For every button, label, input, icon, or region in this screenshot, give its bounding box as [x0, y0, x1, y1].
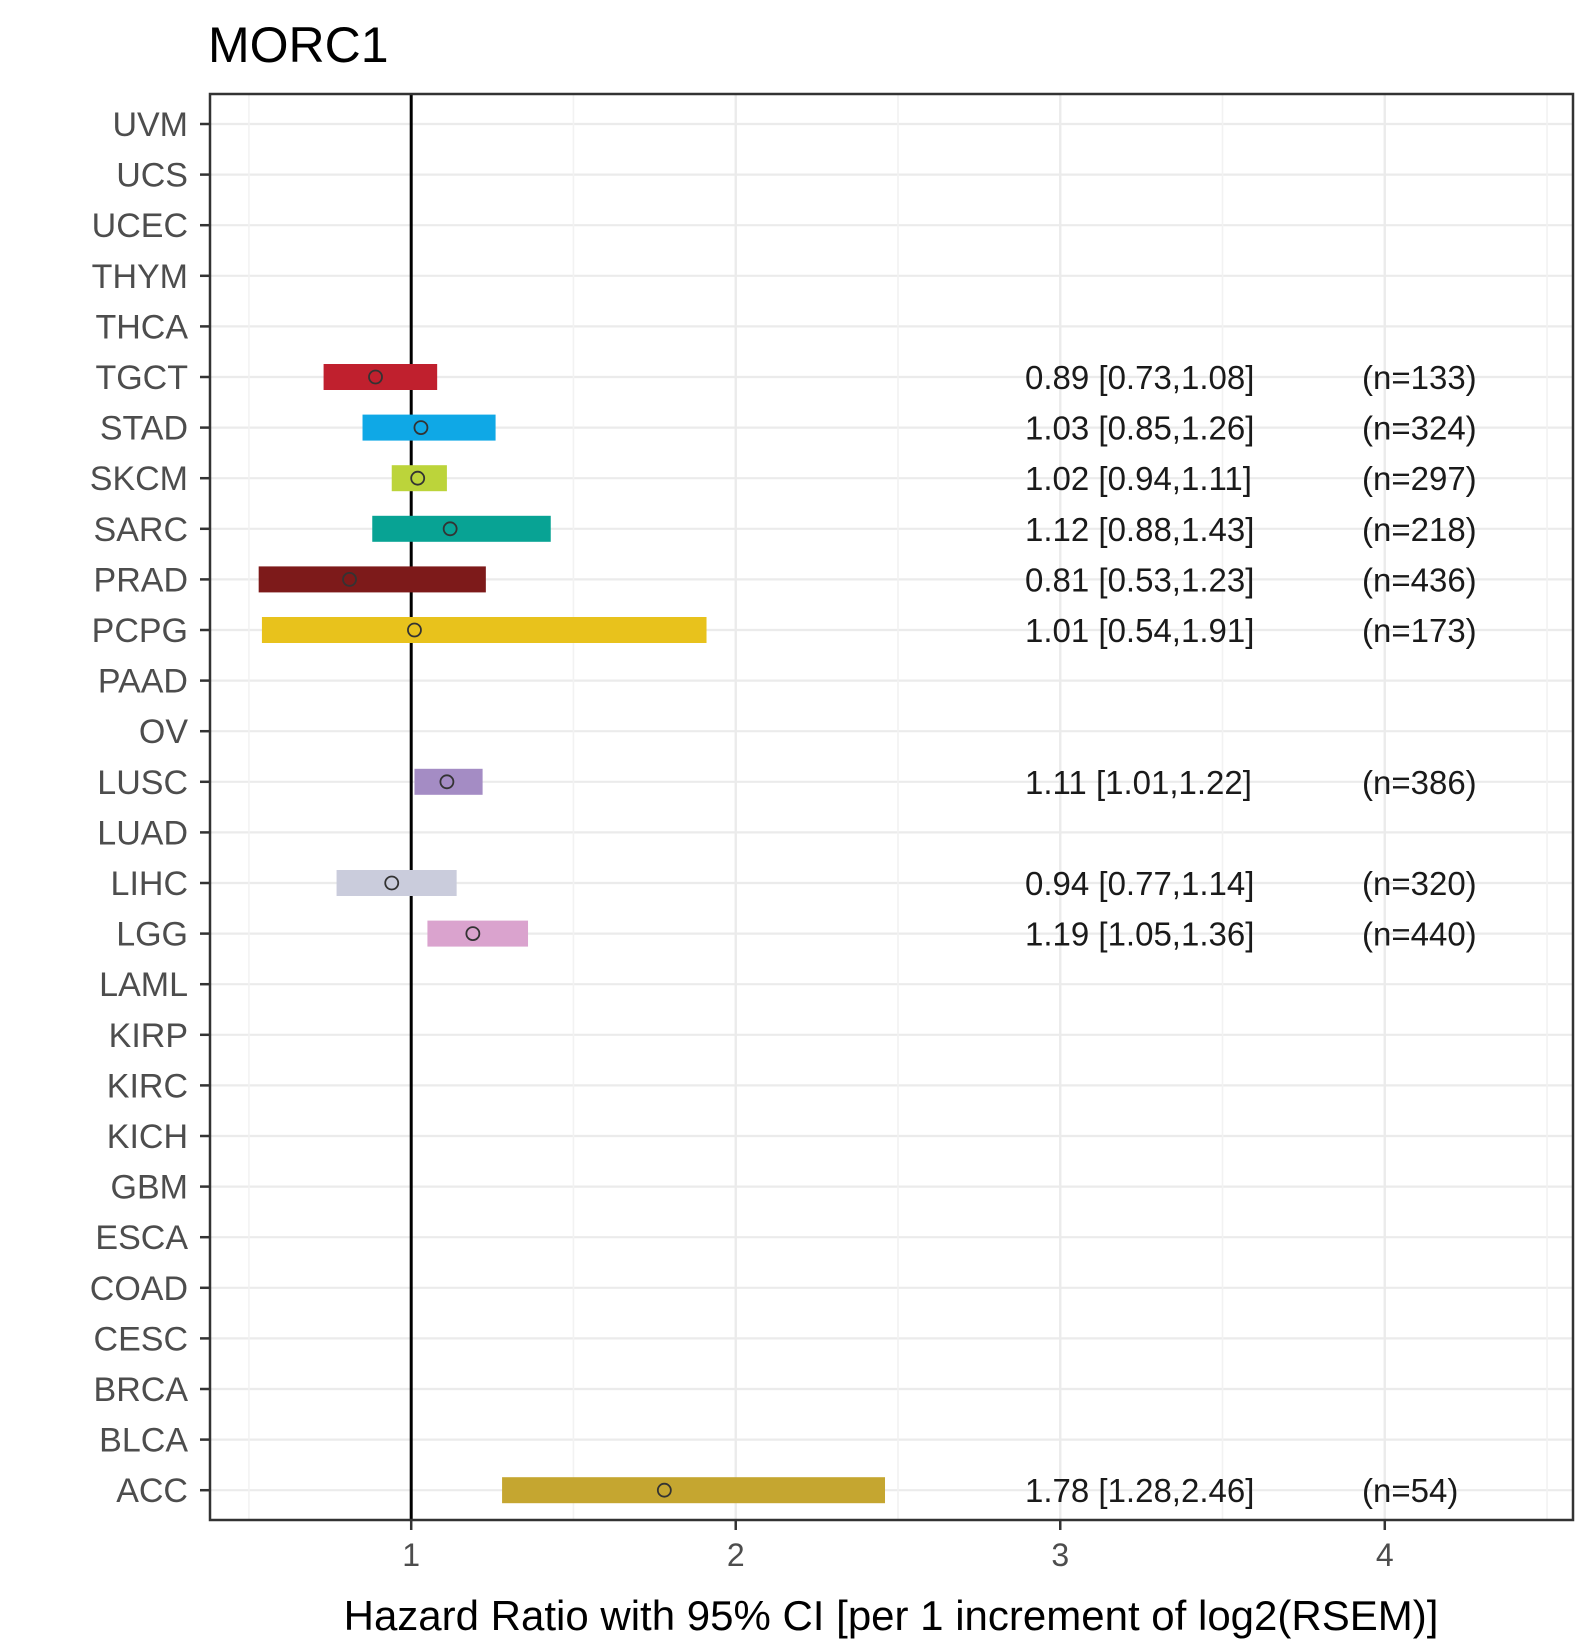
y-tick-label: UVM	[112, 106, 188, 144]
y-tick-label: SARC	[94, 511, 188, 549]
y-tick-label: BRCA	[94, 1371, 189, 1409]
y-tick-label: LUSC	[97, 764, 188, 802]
points-group	[342, 369, 672, 1498]
y-tick-label: PAAD	[98, 663, 188, 701]
n-label-skcm: (n=297)	[1362, 460, 1477, 497]
x-tick-label: 4	[1376, 1537, 1394, 1573]
ci-bar-acc	[502, 1477, 886, 1504]
y-tick-label: OV	[139, 713, 188, 751]
y-tick-label: PCPG	[92, 612, 188, 650]
hr-label-tgct: 0.89 [0.73,1.08]	[1025, 359, 1254, 396]
y-tick-label: GBM	[111, 1169, 188, 1207]
ci-bar-tgct	[323, 364, 438, 390]
hr-point-sarc	[442, 521, 458, 537]
n-label-pcpg: (n=173)	[1362, 612, 1477, 649]
ci-bar-skcm	[391, 465, 447, 492]
y-tick-label: THYM	[92, 258, 188, 296]
hr-label-sarc: 1.12 [0.88,1.43]	[1025, 511, 1254, 548]
hr-label-pcpg: 1.01 [0.54,1.91]	[1025, 612, 1254, 649]
n-label-sarc: (n=218)	[1362, 511, 1477, 548]
y-tick-label: PRAD	[94, 561, 188, 599]
hr-point-prad	[342, 572, 357, 587]
y-tick-label: ESCA	[95, 1219, 188, 1257]
y-tick-label: UCS	[116, 157, 188, 195]
y-tick-label: KIRP	[109, 1017, 188, 1055]
panel-border	[208, 92, 1575, 1522]
n-label-tgct: (n=133)	[1362, 359, 1477, 396]
y-tick-label: COAD	[90, 1270, 188, 1308]
hr-label-acc: 1.78 [1.28,2.46]	[1025, 1472, 1254, 1509]
bars-group	[258, 364, 886, 1504]
y-tick-label: SKCM	[90, 460, 188, 498]
y-tick-label: LGG	[116, 916, 188, 954]
hr-point-lusc	[439, 774, 455, 790]
y-tick-label: LIHC	[111, 865, 188, 903]
x-tick-label: 2	[727, 1537, 745, 1573]
hr-label-lusc: 1.11 [1.01,1.22]	[1025, 764, 1252, 801]
x-axis-title: Hazard Ratio with 95% CI [per 1 incremen…	[344, 1592, 1439, 1639]
annotations-group: 0.89 [0.73,1.08] (n=133) 1.03 [0.85,1.26] (…	[1025, 359, 1477, 1509]
x-tick-label: 1	[402, 1537, 420, 1573]
y-tick-label: STAD	[100, 410, 188, 448]
y-tick-label: KIRC	[107, 1067, 188, 1105]
hr-point-stad	[413, 420, 429, 436]
n-label-prad: (n=436)	[1362, 561, 1477, 598]
ci-bar-pcpg	[261, 617, 707, 643]
hr-point-tgct	[368, 369, 383, 385]
hr-label-lgg: 1.19 [1.05,1.36]	[1025, 916, 1254, 953]
n-label-lgg: (n=440)	[1362, 916, 1477, 953]
y-tick-label: ACC	[116, 1472, 188, 1510]
hr-label-stad: 1.03 [0.85,1.26]	[1025, 410, 1254, 447]
hr-point-pcpg	[407, 622, 422, 638]
y-tick-label: LUAD	[97, 814, 188, 852]
n-label-lusc: (n=386)	[1362, 764, 1477, 801]
y-tick-label: KICH	[107, 1118, 188, 1156]
ci-bar-lgg	[427, 920, 529, 947]
hr-point-lgg	[465, 926, 481, 941]
ci-bar-stad	[362, 414, 496, 441]
x-axis: 1 2 3 4	[402, 1520, 1394, 1573]
y-tick-label: TGCT	[95, 359, 188, 397]
y-tick-label: THCA	[95, 308, 188, 346]
ci-bar-lihc	[336, 870, 457, 896]
ci-bar-lusc	[414, 768, 483, 795]
n-label-acc: (n=54)	[1362, 1472, 1458, 1509]
chart-title: MORC1	[208, 17, 389, 73]
grid	[210, 94, 1573, 1520]
n-label-stad: (n=324)	[1362, 410, 1477, 447]
hr-point-lihc	[384, 875, 400, 891]
x-tick-label: 3	[1051, 1537, 1069, 1573]
n-label-lihc: (n=320)	[1362, 865, 1477, 902]
y-tick-label: CESC	[94, 1320, 188, 1358]
y-axis: UVM UCS UCEC THYM THCA TGCT STAD SKCM SARC PRAD PC…	[90, 106, 210, 1510]
hr-label-skcm: 1.02 [0.94,1.11]	[1025, 460, 1252, 497]
y-tick-label: LAML	[99, 966, 188, 1004]
y-tick-label: BLCA	[99, 1422, 188, 1460]
hr-label-lihc: 0.94 [0.77,1.14]	[1025, 865, 1254, 902]
ci-bar-sarc	[372, 515, 551, 542]
ci-bar-prad	[258, 566, 486, 593]
hr-label-prad: 0.81 [0.53,1.23]	[1025, 561, 1254, 598]
hr-point-acc	[656, 1482, 672, 1498]
y-tick-label: UCEC	[92, 207, 188, 245]
hr-point-skcm	[410, 470, 426, 486]
